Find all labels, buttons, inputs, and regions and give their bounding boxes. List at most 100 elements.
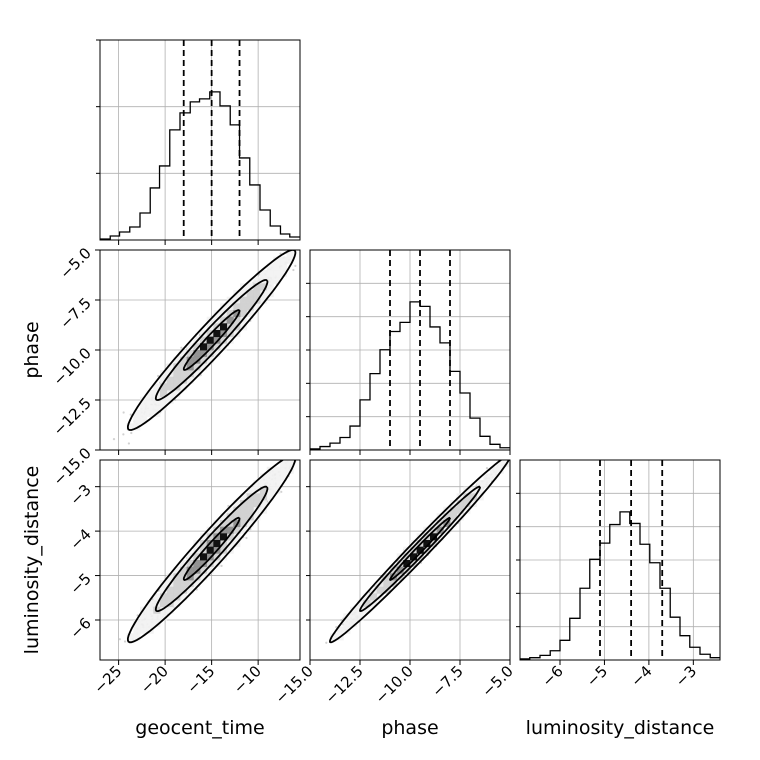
density-cell — [213, 553, 221, 561]
density-cell — [180, 593, 188, 601]
density-cell — [140, 396, 148, 404]
x-axis-label-luminosity-distance: luminosity_distance — [526, 717, 715, 739]
density-cell — [213, 560, 221, 568]
density-cell — [266, 473, 274, 481]
sample-point — [314, 440, 316, 442]
histogram-geocent-time — [100, 91, 300, 240]
density-cell — [180, 376, 188, 384]
sample-point — [118, 638, 121, 641]
density-cell — [186, 350, 194, 358]
density-cell — [153, 383, 161, 391]
density-cell — [490, 473, 498, 481]
y-axis-label-phase: phase — [21, 321, 43, 378]
density-cell — [186, 580, 194, 588]
density-cell — [193, 560, 201, 568]
sample-point — [156, 374, 160, 378]
contour-line — [359, 485, 481, 613]
density-cell — [200, 573, 208, 581]
density-cell — [450, 500, 458, 508]
sample-point — [502, 455, 504, 457]
y-tick-label: −5.0 — [56, 244, 94, 282]
density-cell — [186, 356, 194, 364]
density-cell — [280, 263, 288, 271]
density-cell — [260, 296, 268, 304]
sample-point — [518, 442, 520, 444]
sample-point — [127, 442, 130, 445]
density-cell — [483, 473, 491, 481]
density-cell — [450, 520, 458, 528]
density-cell — [193, 573, 201, 581]
density-cell — [133, 633, 141, 641]
density-cell — [266, 263, 274, 271]
density-cell — [273, 486, 281, 494]
density-cell — [133, 416, 141, 424]
density-cell — [200, 350, 208, 358]
sample-point — [485, 466, 489, 470]
density-cell — [186, 566, 194, 574]
sample-point — [311, 244, 313, 246]
y-tick-label: −12.5 — [50, 394, 95, 439]
density-cell — [370, 593, 378, 601]
density-cell — [193, 553, 201, 561]
density-cell — [200, 566, 208, 574]
density-cell — [273, 263, 281, 271]
density-core-cell — [200, 343, 208, 351]
x-tick-label: −4 — [627, 662, 655, 690]
density-cell — [160, 396, 168, 404]
density-cell — [140, 620, 148, 628]
contour-line — [127, 460, 297, 644]
panel-frame — [99, 39, 301, 241]
density-cell — [206, 560, 214, 568]
density-cell — [476, 486, 484, 494]
panel-frame — [99, 459, 301, 661]
density-cell — [343, 620, 351, 628]
density-cell — [133, 620, 141, 628]
density-cell — [226, 316, 234, 324]
density-cell — [436, 513, 444, 521]
y-tick-label: −5 — [66, 570, 94, 598]
density-core-cell — [430, 533, 438, 541]
density-cell — [226, 526, 234, 534]
density-cell — [240, 303, 248, 311]
density-cell — [390, 566, 398, 574]
density-cell — [213, 343, 221, 351]
density-cell — [450, 513, 458, 521]
density-cell — [213, 526, 221, 534]
density-cell — [240, 316, 248, 324]
x-tick-label: −10.0 — [372, 662, 417, 707]
density-cell — [496, 466, 504, 474]
histogram-luminosity-distance — [520, 511, 720, 660]
density-cell — [226, 506, 234, 514]
sample-point — [506, 457, 508, 459]
density-core-cell — [423, 540, 431, 548]
density-cell — [363, 600, 371, 608]
y-tick-label: −4 — [66, 525, 94, 553]
sample-point — [220, 564, 223, 568]
density-cell — [160, 383, 168, 391]
density-cell — [140, 410, 148, 418]
density-cell — [173, 356, 181, 364]
density-cell — [213, 336, 221, 344]
density-cell — [206, 350, 214, 358]
x-tick-label: −25 — [90, 662, 125, 697]
density-cell — [246, 290, 254, 298]
density-cell — [416, 533, 424, 541]
density-cell — [240, 500, 248, 508]
density-cell — [363, 606, 371, 614]
x-tick-label: −7.5 — [428, 662, 466, 700]
density-cell — [146, 396, 154, 404]
density-cell — [246, 303, 254, 311]
density-cell — [233, 500, 241, 508]
density-cell — [260, 480, 268, 488]
density-cell — [246, 486, 254, 494]
density-cell — [450, 506, 458, 514]
density-cell — [173, 573, 181, 581]
density-cell — [153, 620, 161, 628]
density-cell — [246, 296, 254, 304]
y-tick-label: −7.5 — [56, 294, 94, 332]
density-cell — [180, 566, 188, 574]
density-cell — [240, 493, 248, 501]
density-cell — [253, 303, 261, 311]
density-cell — [336, 626, 344, 634]
density-cell — [286, 256, 294, 264]
